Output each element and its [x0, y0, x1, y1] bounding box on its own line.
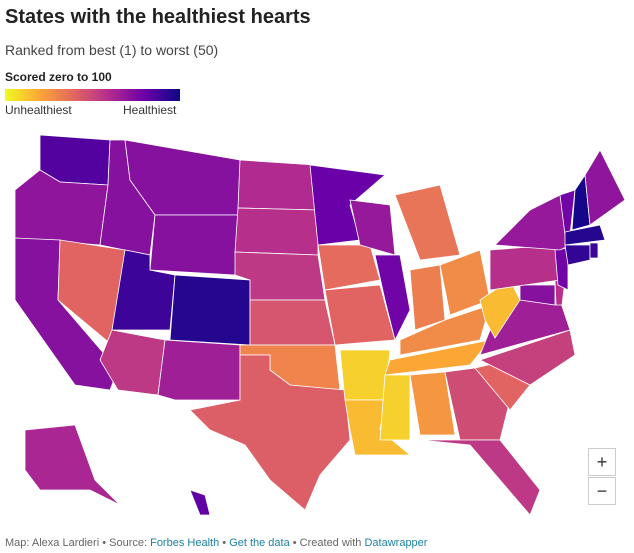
state[interactable]: [419, 439, 541, 516]
state[interactable]: [584, 149, 626, 226]
legend-low-label: Unhealthiest: [5, 103, 72, 117]
state[interactable]: [157, 339, 241, 401]
state[interactable]: [409, 371, 456, 436]
legend-high-label: Healthiest: [123, 103, 177, 117]
state[interactable]: [169, 274, 251, 346]
state[interactable]: [394, 184, 461, 261]
tool-link[interactable]: Datawrapper: [364, 537, 428, 549]
state[interactable]: [478, 329, 576, 386]
footer: Map: Alexa Lardieri • Source: Forbes Hea…: [5, 537, 427, 549]
chart-subtitle: Ranked from best (1) to worst (50): [5, 42, 219, 58]
state[interactable]: [489, 244, 561, 291]
state[interactable]: [234, 207, 319, 256]
zoom-in-button[interactable]: +: [588, 448, 616, 476]
state[interactable]: [409, 264, 446, 331]
state[interactable]: [564, 244, 591, 266]
state[interactable]: [317, 244, 381, 291]
state[interactable]: [149, 214, 239, 276]
state[interactable]: [237, 159, 319, 211]
zoom-out-button[interactable]: −: [588, 477, 616, 505]
source-link[interactable]: Forbes Health: [150, 537, 220, 549]
state[interactable]: [589, 242, 599, 259]
legend-gradient: [5, 89, 180, 101]
state[interactable]: [24, 424, 121, 506]
state[interactable]: [99, 329, 166, 396]
state[interactable]: [399, 304, 491, 356]
state[interactable]: [494, 194, 571, 251]
state[interactable]: [339, 349, 391, 401]
state[interactable]: [189, 489, 211, 516]
chart-title: States with the healthiest hearts: [5, 6, 311, 28]
footer-text: • Created with: [289, 537, 365, 549]
state[interactable]: [379, 374, 411, 441]
footer-text: Map: Alexa Lardieri • Source:: [5, 537, 151, 549]
state[interactable]: [564, 224, 606, 246]
legend-title: Scored zero to 100: [5, 70, 112, 84]
footer-text: •: [219, 537, 230, 549]
state[interactable]: [519, 284, 556, 306]
state[interactable]: [374, 254, 411, 342]
state[interactable]: [384, 339, 491, 376]
state[interactable]: [554, 247, 569, 291]
state[interactable]: [249, 299, 336, 346]
map: [14, 134, 626, 516]
state[interactable]: [189, 354, 351, 511]
data-link[interactable]: Get the data: [229, 537, 290, 549]
